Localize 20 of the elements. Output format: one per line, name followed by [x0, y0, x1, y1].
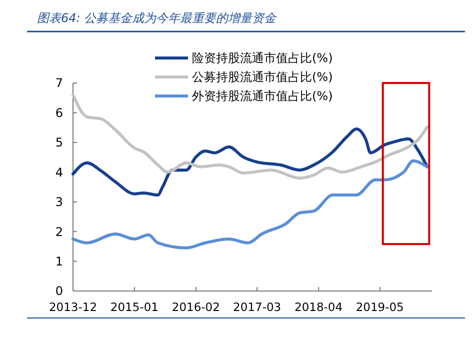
line-series: [72, 128, 429, 197]
y-tick-label: 0: [55, 284, 63, 298]
legend-label: 险资持股流通市值占比(%): [192, 51, 333, 66]
x-tick-label: 2017-03: [233, 300, 282, 314]
x-tick-label: 2018-04: [294, 300, 343, 314]
line-series: [72, 159, 429, 250]
chart-title: 图表64: 公募基金成为今年最重要的增量资金: [37, 11, 278, 25]
y-tick-label: 5: [55, 136, 63, 150]
x-tick-label: 2013-12: [48, 300, 98, 314]
y-tick-label: 2: [55, 224, 63, 239]
x-tick-label: 2015-01: [110, 300, 158, 314]
y-tick-label: 4: [55, 165, 63, 180]
y-tick-label: 6: [55, 106, 63, 120]
x-tick-label: 2016-02: [172, 300, 220, 314]
x-tick-label: 2019-05: [356, 300, 404, 314]
y-tick-label: 3: [55, 195, 63, 210]
legend-label: 公募持股流通市值占比(%): [192, 70, 333, 84]
y-tick-label: 1: [55, 254, 63, 268]
legend-label: 外资持股流通市值占比(%): [192, 89, 333, 104]
y-tick-label: 7: [55, 76, 63, 90]
